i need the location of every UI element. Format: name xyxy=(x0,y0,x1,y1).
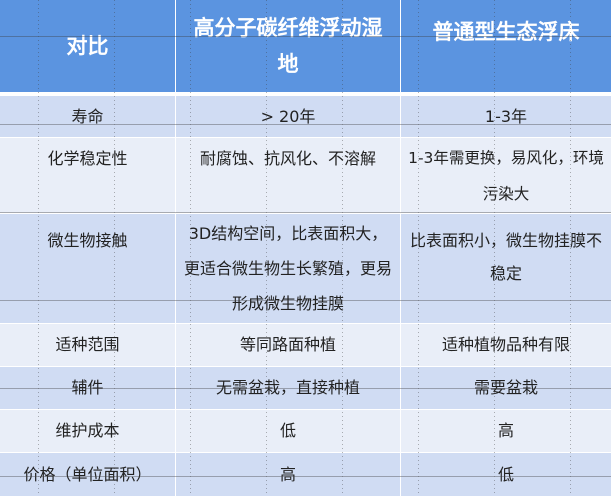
header-row: 对比 高分子碳纤维浮动湿地 普通型生态浮床 xyxy=(0,0,611,92)
table-cell: 需要盆栽 xyxy=(400,367,611,409)
table-row: 价格（单位面积） 高 低 xyxy=(0,453,611,496)
table-cell: 无需盆栽，直接种植 xyxy=(175,367,400,409)
table-cell: 高 xyxy=(400,410,611,452)
table-row: 化学稳定性 耐腐蚀、抗风化、不溶解 1-3年需更换，易风化，环境污染大 xyxy=(0,138,611,213)
row-label: 价格（单位面积） xyxy=(23,464,152,484)
table-cell: 适种植物品种有限 xyxy=(400,324,611,366)
table-cell: 等同路面种植 xyxy=(175,324,400,366)
table-row: 适种范围 等同路面种植 适种植物品种有限 xyxy=(0,324,611,366)
row-label: 寿命 xyxy=(71,106,104,126)
table-cell: 耐腐蚀、抗风化、不溶解 xyxy=(175,138,400,213)
row-label: 微生物接触 xyxy=(47,231,128,250)
table-row: 寿命 > 20年 1-3年 xyxy=(0,96,611,137)
row-label: 化学稳定性 xyxy=(47,149,128,168)
row-label: 辅件 xyxy=(71,378,104,397)
table-row: 维护成本 低 高 xyxy=(0,410,611,452)
table-cell: 比表面积小，微生物挂膜不稳定 xyxy=(400,214,611,323)
table-cell: 低 xyxy=(175,410,400,452)
header-cell: 普通型生态浮床 xyxy=(400,0,611,92)
header-cell: 高分子碳纤维浮动湿地 xyxy=(175,0,400,92)
table-row: 辅件 无需盆栽，直接种植 需要盆栽 xyxy=(0,367,611,409)
table-cell: 1-3年需更换，易风化，环境污染大 xyxy=(400,138,611,213)
table-cell: 1-3年 xyxy=(400,96,611,137)
table-cell: 高 xyxy=(175,453,400,496)
table-row: 微生物接触 3D结构空间，比表面积大，更适合微生物生长繁殖，更易形成微生物挂膜 … xyxy=(0,214,611,323)
header-cell: 对比 xyxy=(66,34,109,58)
table-cell: > 20年 xyxy=(175,96,400,137)
table-cell: 低 xyxy=(400,453,611,496)
table-cell: 3D结构空间，比表面积大，更适合微生物生长繁殖，更易形成微生物挂膜 xyxy=(175,214,400,323)
row-label: 适种范围 xyxy=(55,335,120,354)
row-label: 维护成本 xyxy=(55,421,120,440)
